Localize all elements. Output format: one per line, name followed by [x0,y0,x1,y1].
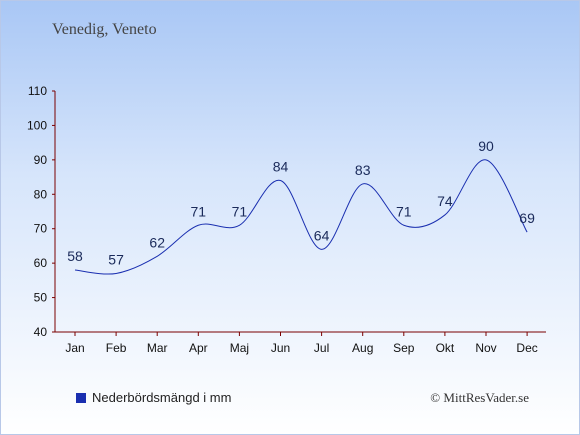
data-label: 84 [273,159,289,175]
x-tick-label: Aug [352,341,373,355]
x-tick-label: Dec [516,341,537,355]
data-label: 69 [519,210,535,226]
data-label: 64 [314,227,330,243]
x-tick-label: Apr [189,341,208,355]
x-tick-label: Jul [314,341,329,355]
data-label: 90 [478,138,494,154]
location-title: Venedig, Veneto [52,21,157,38]
y-tick-label: 60 [34,256,48,270]
y-tick-label: 80 [34,187,48,201]
y-tick-label: 70 [34,222,48,236]
x-tick-label: Feb [106,341,127,355]
legend-label: Nederbördsmängd i mm [92,390,232,405]
x-tick-label: Maj [230,341,249,355]
legend: Nederbördsmängd i mm [76,390,231,405]
data-label: 71 [191,203,207,219]
data-label: 71 [396,203,412,219]
x-tick-label: Mar [147,341,168,355]
source-credit: © MittResVader.se [430,390,529,405]
legend-swatch [76,392,86,403]
y-tick-label: 50 [34,291,48,305]
data-label: 74 [437,193,453,209]
y-tick-label: 100 [27,118,47,132]
data-label: 58 [67,248,83,264]
y-tick-label: 40 [34,325,48,339]
y-tick-label: 90 [34,153,48,167]
x-tick-label: Jan [65,341,84,355]
data-label: 83 [355,162,371,178]
x-tick-label: Sep [393,341,415,355]
x-tick-label: Jun [271,341,290,355]
x-tick-label: Okt [436,341,455,355]
data-label: 62 [149,234,165,250]
data-label: 71 [232,203,248,219]
x-tick-label: Nov [475,341,496,355]
data-label: 57 [108,251,124,267]
series-line [74,159,528,275]
y-tick-label: 110 [28,84,47,98]
